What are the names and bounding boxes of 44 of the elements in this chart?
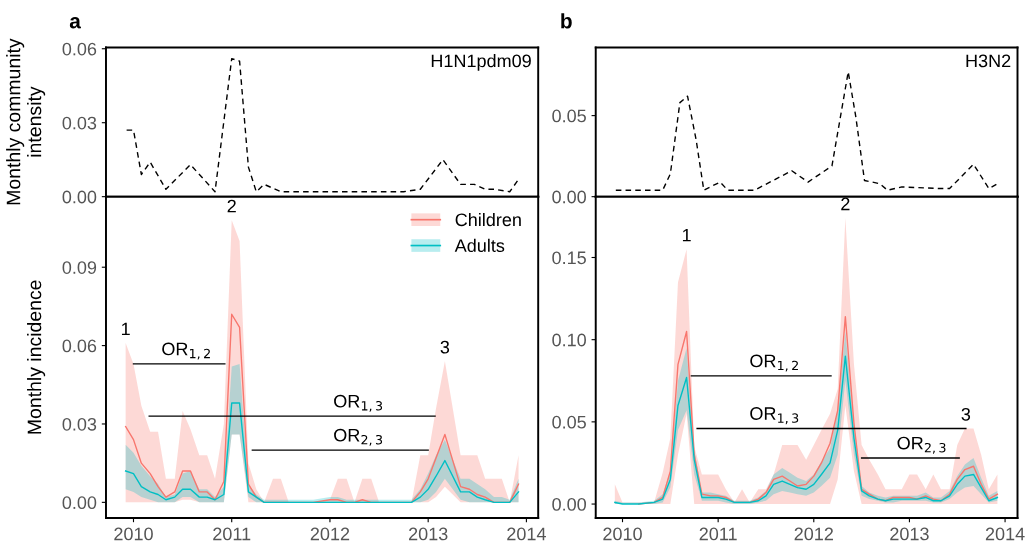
chart-title: a — [69, 17, 81, 29]
y-tick-label: 0.06 — [62, 339, 97, 353]
annotation: OR$_{2,3}$ — [334, 428, 383, 446]
legend-label: Adults — [454, 238, 505, 253]
x-tick-label: 2014 — [985, 527, 1025, 541]
annotation: OR$_{1,3}$ — [334, 394, 383, 412]
y-axis-title: Monthly community intensity — [6, 38, 46, 205]
x-tick-label: 2014 — [507, 527, 546, 541]
x-tick-label: 2013 — [890, 527, 929, 541]
annotation: OR$_{1,2}$ — [162, 342, 210, 360]
y-tick-label: 0.00 — [62, 496, 97, 510]
chart-title: b — [561, 13, 572, 29]
x-tick-label: 2012 — [794, 527, 833, 541]
x-tick-label: 2012 — [310, 527, 350, 541]
annotation: 1 — [121, 322, 130, 336]
annotation: OR$_{1,2}$ — [750, 354, 798, 372]
y-tick-label: 0.06 — [62, 42, 97, 56]
y-tick-label: 0.10 — [552, 333, 586, 347]
y-tick-label: 0.05 — [552, 415, 586, 429]
y-tick-label: 0.03 — [62, 116, 97, 130]
x-tick-label: 2011 — [213, 527, 251, 541]
y-tick-label: 0.05 — [552, 109, 586, 123]
line-series — [615, 71, 999, 191]
annotation: 2 — [227, 199, 236, 213]
annotation: 2 — [841, 197, 850, 211]
y-tick-label: 0.00 — [62, 190, 97, 204]
y-tick-label: 0.03 — [62, 417, 97, 431]
y-tick-label: 0.00 — [552, 190, 586, 204]
chart-subtitle: H1N1pdm09 — [431, 54, 531, 71]
x-tick-label: 2010 — [114, 527, 153, 541]
annotation: OR$_{1,3}$ — [750, 407, 799, 425]
y-axis-title: Monthly incidence — [27, 280, 46, 434]
x-tick-label: 2010 — [603, 527, 642, 541]
annotation: OR$_{2,3}$ — [897, 436, 946, 454]
annotation: 1 — [682, 228, 691, 242]
annotation: 3 — [440, 340, 450, 354]
y-tick-label: 0.09 — [62, 261, 97, 274]
annotation: 3 — [961, 407, 971, 421]
x-tick-label: 2011 — [699, 527, 737, 541]
legend-label: Children — [455, 212, 521, 227]
chart-subtitle: H3N2 — [966, 54, 1011, 68]
y-tick-label: 0.15 — [552, 251, 586, 265]
x-tick-label: 2013 — [409, 527, 448, 541]
y-tick-label: 0.00 — [552, 497, 586, 511]
